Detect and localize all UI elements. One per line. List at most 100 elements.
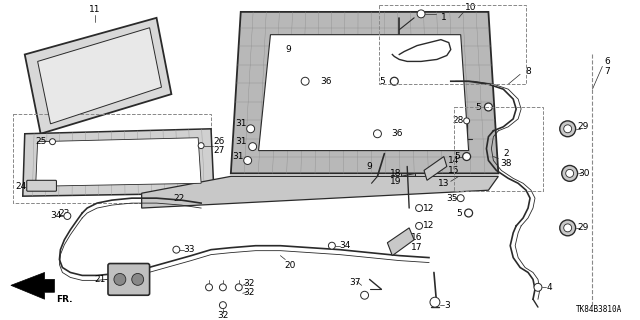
Text: 24: 24 bbox=[15, 182, 26, 191]
Text: 20: 20 bbox=[285, 261, 296, 270]
Text: 32: 32 bbox=[243, 279, 254, 288]
Circle shape bbox=[560, 121, 575, 137]
Text: 17: 17 bbox=[412, 243, 423, 252]
Circle shape bbox=[64, 212, 71, 220]
Text: 3: 3 bbox=[444, 301, 450, 310]
Circle shape bbox=[430, 297, 440, 307]
Text: 38: 38 bbox=[500, 159, 512, 168]
Circle shape bbox=[564, 125, 572, 133]
Text: 34: 34 bbox=[339, 241, 351, 250]
Text: 22: 22 bbox=[173, 194, 185, 203]
Circle shape bbox=[560, 220, 575, 236]
Text: 27: 27 bbox=[213, 146, 225, 155]
Circle shape bbox=[484, 103, 492, 111]
Text: 7: 7 bbox=[604, 67, 610, 76]
Text: 32: 32 bbox=[243, 288, 254, 297]
Text: 14: 14 bbox=[448, 156, 460, 165]
Polygon shape bbox=[424, 156, 447, 180]
Circle shape bbox=[246, 125, 255, 133]
Circle shape bbox=[205, 284, 212, 291]
Text: 29: 29 bbox=[577, 122, 588, 131]
Text: 31: 31 bbox=[232, 152, 243, 161]
Circle shape bbox=[463, 118, 470, 124]
Text: 29: 29 bbox=[577, 223, 588, 232]
Text: 31: 31 bbox=[235, 137, 246, 146]
Polygon shape bbox=[23, 129, 214, 196]
Text: 30: 30 bbox=[579, 169, 590, 178]
Circle shape bbox=[301, 77, 309, 85]
Circle shape bbox=[415, 204, 422, 212]
Bar bbox=[454, 107, 543, 191]
Circle shape bbox=[198, 143, 204, 148]
Text: TK84B3810A: TK84B3810A bbox=[576, 305, 622, 314]
Text: 1: 1 bbox=[441, 13, 447, 22]
Text: 12: 12 bbox=[423, 204, 435, 212]
Circle shape bbox=[328, 242, 335, 249]
Bar bbox=[380, 5, 526, 84]
Polygon shape bbox=[25, 18, 172, 134]
Circle shape bbox=[132, 274, 143, 285]
Polygon shape bbox=[11, 272, 54, 299]
Text: 35: 35 bbox=[446, 194, 458, 203]
Text: 23: 23 bbox=[59, 209, 70, 218]
Text: 15: 15 bbox=[448, 166, 460, 175]
Circle shape bbox=[534, 283, 542, 291]
Text: 25: 25 bbox=[35, 137, 46, 146]
Bar bbox=[401, 166, 415, 188]
FancyBboxPatch shape bbox=[27, 180, 56, 191]
Circle shape bbox=[236, 284, 242, 291]
Circle shape bbox=[220, 284, 227, 291]
Text: 2: 2 bbox=[504, 149, 509, 158]
Polygon shape bbox=[38, 28, 161, 124]
Text: 12: 12 bbox=[423, 221, 435, 230]
Circle shape bbox=[564, 224, 572, 232]
Circle shape bbox=[566, 169, 573, 177]
Text: 18: 18 bbox=[390, 169, 401, 178]
Circle shape bbox=[244, 156, 252, 164]
Circle shape bbox=[562, 165, 577, 181]
Circle shape bbox=[49, 139, 56, 145]
Circle shape bbox=[173, 246, 180, 253]
Polygon shape bbox=[259, 35, 468, 151]
FancyBboxPatch shape bbox=[108, 264, 150, 295]
Circle shape bbox=[465, 209, 472, 217]
Text: 33: 33 bbox=[184, 245, 195, 254]
Text: 8: 8 bbox=[525, 67, 531, 76]
Bar bbox=[13, 114, 211, 203]
Circle shape bbox=[114, 274, 126, 285]
Text: 4: 4 bbox=[547, 283, 553, 292]
Text: 32: 32 bbox=[217, 310, 228, 320]
Polygon shape bbox=[387, 228, 414, 256]
Text: 9: 9 bbox=[367, 162, 372, 171]
Text: 10: 10 bbox=[465, 4, 476, 12]
Circle shape bbox=[249, 143, 257, 151]
Text: 13: 13 bbox=[438, 179, 449, 188]
Text: 36: 36 bbox=[320, 77, 332, 86]
Text: 21: 21 bbox=[94, 275, 106, 284]
Text: 19: 19 bbox=[390, 177, 401, 186]
Text: 6: 6 bbox=[604, 57, 610, 66]
Text: FR.: FR. bbox=[56, 295, 72, 304]
Text: 5: 5 bbox=[476, 102, 481, 111]
Circle shape bbox=[463, 153, 470, 161]
Circle shape bbox=[457, 195, 464, 202]
Text: 28: 28 bbox=[452, 116, 463, 125]
Text: 34: 34 bbox=[51, 212, 62, 220]
Text: 37: 37 bbox=[349, 278, 360, 287]
Circle shape bbox=[417, 10, 425, 18]
Text: 5: 5 bbox=[380, 77, 385, 86]
Polygon shape bbox=[36, 138, 201, 186]
Text: 16: 16 bbox=[412, 233, 423, 242]
Text: 5: 5 bbox=[456, 209, 461, 218]
Polygon shape bbox=[141, 176, 499, 208]
Text: 9: 9 bbox=[285, 45, 291, 54]
Text: 26: 26 bbox=[213, 137, 225, 146]
Circle shape bbox=[220, 302, 227, 308]
Text: 11: 11 bbox=[90, 5, 101, 14]
Text: 5: 5 bbox=[454, 152, 460, 161]
Circle shape bbox=[415, 222, 422, 229]
Circle shape bbox=[390, 77, 398, 85]
Polygon shape bbox=[231, 12, 499, 173]
Circle shape bbox=[374, 130, 381, 138]
Circle shape bbox=[360, 291, 369, 299]
